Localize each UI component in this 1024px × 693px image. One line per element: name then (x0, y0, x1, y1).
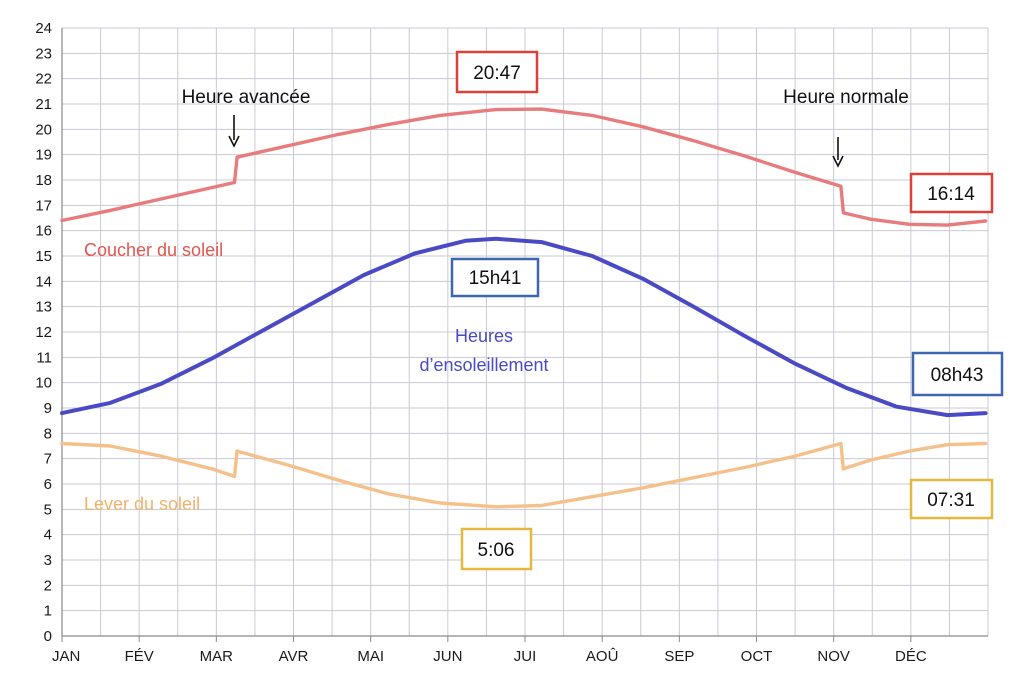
sunrise-line (60, 441, 988, 509)
y-tick-label: 17 (35, 197, 52, 214)
daylight-series-label-line2: d’ensoleillement (419, 355, 548, 375)
x-tick-label: JUI (514, 648, 537, 665)
sunset-min-value: 16:14 (927, 184, 975, 205)
dst-end-arrow-head (832, 155, 844, 168)
daylight-max-box: 15h41 (450, 257, 540, 298)
y-tick-label: 8 (44, 425, 52, 442)
sunset-min-box: 16:14 (909, 172, 994, 214)
y-tick-label: 16 (35, 223, 52, 240)
y-tick-label: 3 (44, 552, 52, 569)
daylight-min-value: 08h43 (931, 365, 984, 386)
daylight-max-value: 15h41 (469, 268, 522, 289)
series-lines (60, 107, 988, 509)
y-tick-label: 0 (44, 628, 52, 645)
dst-start-annotation: Heure avancée (182, 87, 311, 108)
dst-start-arrow-head (228, 135, 240, 148)
x-tick-label: JUN (433, 648, 462, 665)
sunset-max-box: 20:47 (455, 50, 539, 94)
sunrise-max-value: 07:31 (927, 490, 975, 511)
x-tick-label: OCT (741, 648, 773, 665)
sunset-series-label: Coucher du soleil (84, 240, 223, 260)
y-tick-label: 4 (44, 527, 52, 544)
x-axis-month-labels: JAN FÉV MAR AVR MAI JUN JUI AOÛ SEP OCT NOV DÉC (52, 648, 927, 665)
annotation-arrows (228, 115, 844, 168)
y-tick-label: 1 (44, 603, 52, 620)
y-tick-label: 18 (35, 172, 52, 189)
x-tick-label: JAN (52, 648, 80, 665)
x-tick-label: SEP (664, 648, 694, 665)
sunrise-min-value: 5:06 (478, 540, 515, 561)
y-tick-label: 10 (35, 375, 52, 392)
x-tick-label: MAR (200, 648, 234, 665)
sunrise-max-box: 07:31 (909, 478, 994, 520)
y-tick-label: 15 (35, 248, 52, 265)
daylight-min-box: 08h43 (911, 351, 1004, 397)
y-tick-label: 7 (44, 451, 52, 468)
x-tick-label: MAI (357, 648, 384, 665)
y-tick-label: 13 (35, 299, 52, 316)
daylight-series-label-line1: Heures (455, 326, 513, 346)
sunrise-min-box: 5:06 (460, 527, 533, 571)
y-tick-label: 19 (35, 147, 52, 164)
daylight-line (60, 236, 988, 418)
y-tick-label: 21 (35, 96, 52, 113)
y-tick-label: 11 (36, 349, 52, 366)
y-tick-label: 20 (35, 121, 52, 138)
y-tick-label: 12 (35, 324, 52, 341)
y-tick-label: 9 (44, 400, 52, 417)
y-tick-label: 6 (44, 476, 52, 493)
y-tick-label: 23 (35, 45, 52, 62)
x-tick-label: AOÛ (586, 648, 619, 665)
x-tick-label: DÉC (895, 648, 927, 665)
y-tick-label: 5 (44, 501, 52, 518)
dst-end-annotation: Heure normale (783, 87, 909, 108)
x-tick-label: NOV (817, 648, 850, 665)
x-tick-label: AVR (279, 648, 309, 665)
sunset-max-value: 20:47 (473, 63, 521, 84)
y-tick-label: 24 (35, 20, 52, 37)
x-tick-label: FÉV (125, 648, 154, 665)
y-tick-label: 2 (44, 577, 52, 594)
sunset-line (60, 107, 988, 227)
y-tick-label: 22 (35, 71, 52, 88)
sunrise-series-label: Lever du soleil (84, 494, 200, 514)
y-tick-label: 14 (35, 273, 52, 290)
